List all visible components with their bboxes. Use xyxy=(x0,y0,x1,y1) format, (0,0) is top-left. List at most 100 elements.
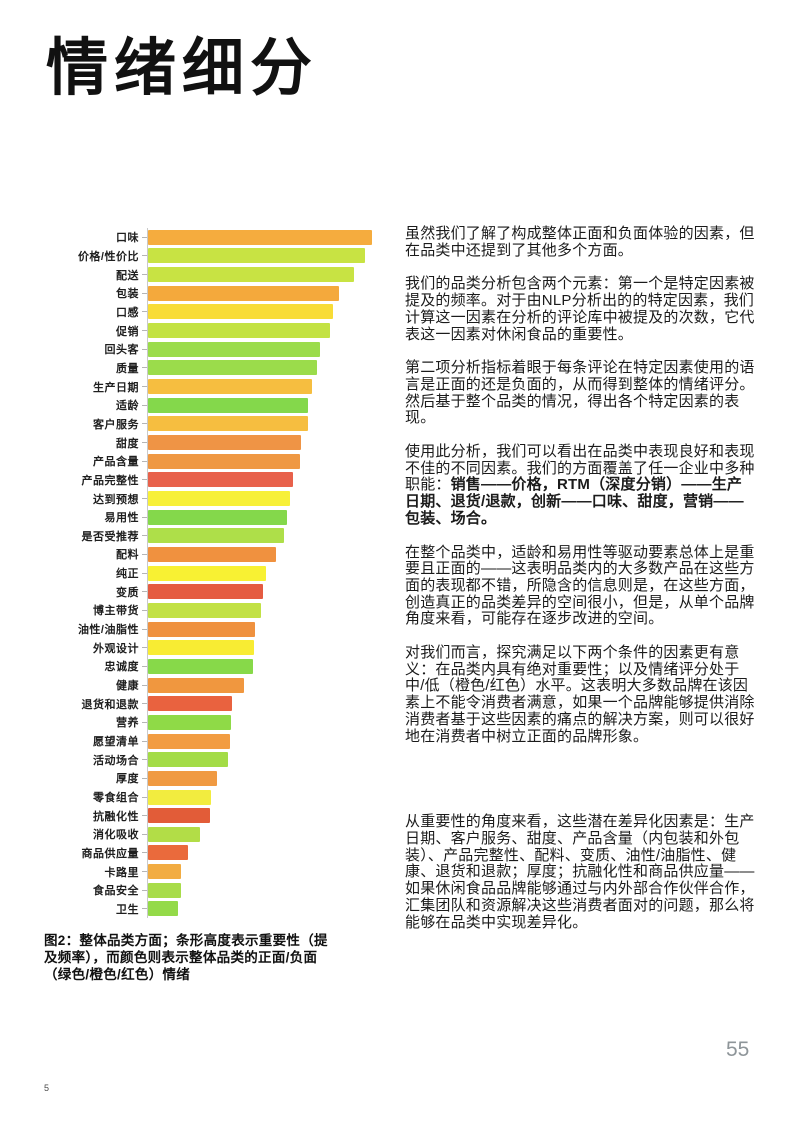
category-label: 商品供应量 xyxy=(81,847,139,860)
importance-bar xyxy=(148,341,320,357)
axis-tick xyxy=(142,628,147,630)
axis-tick xyxy=(142,367,147,369)
bar-track xyxy=(147,395,373,415)
category-label: 质量 xyxy=(116,362,139,375)
paragraph-2: 我们的品类分析包含两个元素：第一个是特定因素被提及的频率。对于由NLP分析出的的… xyxy=(405,275,755,343)
category-label: 是否受推荐 xyxy=(81,530,139,543)
category-label: 生产日期 xyxy=(93,381,139,394)
chart-row: 消化吸收 xyxy=(55,825,377,844)
category-label: 纯正 xyxy=(116,568,139,581)
bar-track xyxy=(147,563,373,583)
importance-bar xyxy=(148,621,256,637)
importance-bar xyxy=(148,602,261,618)
chart-row: 质量 xyxy=(55,358,377,378)
bar-track xyxy=(147,825,373,844)
axis-tick xyxy=(142,684,147,686)
bar-track xyxy=(147,862,373,881)
chart-row: 卡路里 xyxy=(55,862,377,881)
axis-tick xyxy=(142,255,147,257)
bar-track xyxy=(147,228,373,247)
axis-tick xyxy=(142,647,147,649)
axis-tick xyxy=(142,516,147,518)
chart-row: 零食组合 xyxy=(55,787,377,807)
category-label: 客户服务 xyxy=(93,418,139,431)
category-label: 忠诚度 xyxy=(104,661,139,674)
chart-row: 甜度 xyxy=(55,433,377,452)
chart-row: 是否受推荐 xyxy=(55,526,377,546)
bar-track xyxy=(147,414,373,434)
chart-row: 油性/油脂性 xyxy=(55,619,377,639)
bar-track xyxy=(147,321,373,340)
axis-tick xyxy=(142,498,147,500)
importance-bar xyxy=(148,770,217,786)
footer-note: 5 xyxy=(44,1083,50,1093)
axis-tick xyxy=(142,386,147,388)
category-label: 包装 xyxy=(116,288,139,301)
bar-track xyxy=(147,265,373,284)
axis-tick xyxy=(142,815,147,817)
chart-row: 配料 xyxy=(55,545,377,564)
axis-tick xyxy=(142,479,147,481)
chart-row: 适龄 xyxy=(55,395,377,415)
paragraph-1: 虽然我们了解了构成整体正面和负面体验的因素，但在品类中还提到了其他多个方面。 xyxy=(405,225,755,259)
category-label: 易用性 xyxy=(104,512,139,525)
bar-track xyxy=(147,638,373,658)
bar-track xyxy=(147,713,373,732)
importance-bar xyxy=(148,416,308,432)
bar-track xyxy=(147,526,373,546)
bar-track xyxy=(147,750,373,770)
category-label: 适龄 xyxy=(116,400,139,413)
chart-row: 回头客 xyxy=(55,339,377,359)
bar-track xyxy=(147,657,373,676)
importance-bar xyxy=(148,845,189,861)
category-label: 博主带货 xyxy=(93,605,139,618)
axis-tick xyxy=(142,871,147,873)
bar-track xyxy=(147,787,373,807)
paragraph-4-bold: 销售——价格，RTM（深度分销）——生产日期、退货/退款，创新——口味、甜度，营… xyxy=(405,476,744,527)
paragraph-4-normal: 使用此分析，我们可以看出在品类中表现良好和表现不佳的不同因素。我们的方面覆盖了任… xyxy=(405,443,755,494)
axis-tick xyxy=(142,572,147,574)
axis-tick xyxy=(142,721,147,723)
bar-track xyxy=(147,302,373,322)
importance-bar xyxy=(148,658,254,674)
importance-bar xyxy=(148,864,182,880)
axis-tick xyxy=(142,833,147,835)
axis-tick xyxy=(142,740,147,742)
importance-bar xyxy=(148,826,200,842)
category-label: 零食组合 xyxy=(93,792,139,805)
category-label: 油性/油脂性 xyxy=(77,624,139,637)
bar-track xyxy=(147,601,373,620)
category-label: 价格/性价比 xyxy=(77,250,139,263)
category-label: 促销 xyxy=(116,325,139,338)
axis-tick xyxy=(142,777,147,779)
bar-track xyxy=(147,451,373,471)
importance-bar xyxy=(148,397,308,413)
importance-bar xyxy=(148,696,232,712)
chart-row: 愿望清单 xyxy=(55,731,377,751)
importance-bar xyxy=(148,379,313,395)
bar-track xyxy=(147,731,373,751)
figure-caption: 图2：整体品类方面；条形高度表示重要性（提及频率），而颜色则表示整体品类的正面/… xyxy=(44,933,328,982)
importance-bar xyxy=(148,528,285,544)
category-label: 回头客 xyxy=(104,344,139,357)
bar-track xyxy=(147,582,373,602)
paragraph-3: 第二项分析指标着眼于每条评论在特定因素使用的语言是正面的还是负面的，从而得到整体… xyxy=(405,359,755,427)
chart-row: 营养 xyxy=(55,713,377,732)
category-label: 配送 xyxy=(116,269,139,282)
bar-track xyxy=(147,619,373,639)
category-label: 卫生 xyxy=(116,903,139,916)
category-label: 退货和退款 xyxy=(81,698,139,711)
bar-track xyxy=(147,489,373,508)
axis-tick xyxy=(142,591,147,593)
importance-bar xyxy=(148,304,334,320)
bar-track xyxy=(147,339,373,359)
category-label: 口感 xyxy=(116,306,139,319)
chart-row: 配送 xyxy=(55,265,377,284)
chart-row: 厚度 xyxy=(55,769,377,788)
importance-bar xyxy=(148,267,355,283)
category-label: 消化吸收 xyxy=(93,829,139,842)
importance-bar xyxy=(148,323,331,339)
importance-bar xyxy=(148,453,301,469)
axis-tick xyxy=(142,665,147,667)
